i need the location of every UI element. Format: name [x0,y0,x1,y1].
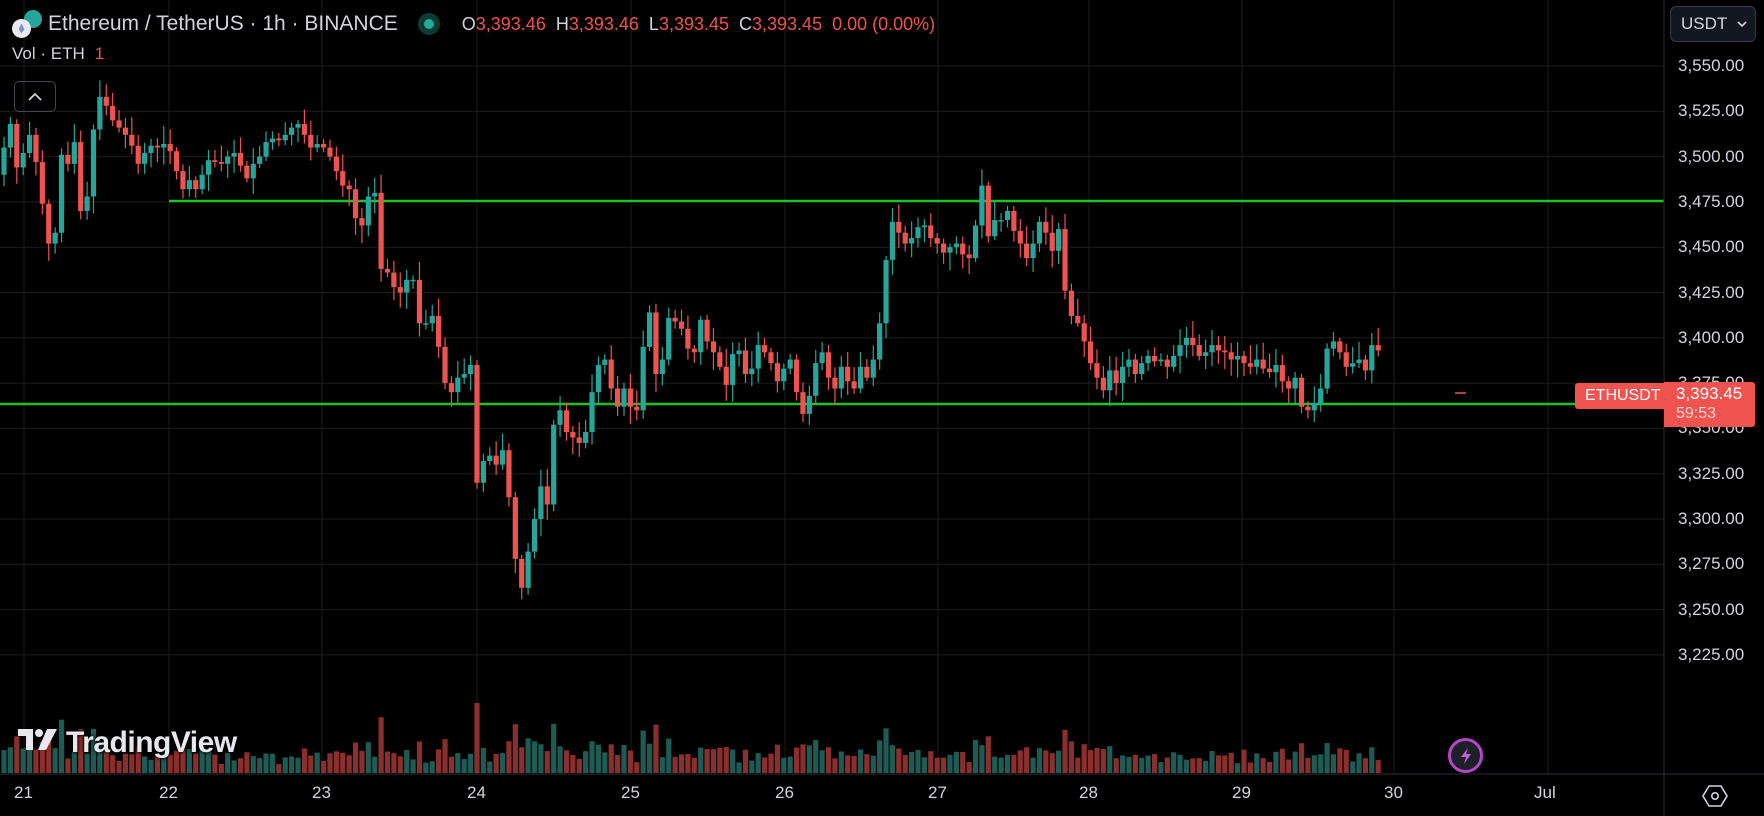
date-tick-label: 28 [1079,783,1098,802]
price-tick-label: 3,525.00 [1678,101,1745,121]
lightning-button[interactable] [1448,738,1483,773]
tradingview-logo-text: TradingView [66,726,237,759]
lightning-icon [1460,747,1471,764]
price-tick-label: 3,500.00 [1678,146,1745,166]
volume-value: 1 [94,44,105,63]
price-tick-label: 3,425.00 [1678,282,1745,302]
grid-lines [0,0,1664,774]
currency-value: USDT [1681,14,1728,33]
high-value: 3,393.46 [568,13,639,34]
chevron-down-icon [1737,21,1747,27]
last-price-label: 3,393.45 59:53 [1664,382,1755,427]
price-tick-label: 3,475.00 [1678,191,1745,211]
price-tick-label: 3,300.00 [1678,509,1745,528]
close-value: 3,393.45 [752,13,823,34]
horizontal-level-lines[interactable] [0,199,1664,406]
high-key: H [555,13,569,34]
date-tick-label: 22 [159,783,178,802]
date-tick-label: Jul [1534,783,1556,802]
date-tick-label: 29 [1232,783,1251,802]
collapse-legend-button[interactable] [14,81,56,112]
volume-label: Vol · ETH [12,44,85,63]
chart-legend: Ethereum / TetherUS · 1h · BINANCE O3,39… [12,10,935,38]
date-tick-label: 24 [467,783,486,802]
date-tick-label: 23 [312,783,331,802]
chevron-up-icon [28,92,42,101]
price-candles [1,80,1381,600]
market-open-dot-icon[interactable] [417,13,440,35]
volume-legend[interactable]: Vol · ETH 1 [12,44,104,64]
price-tick-label: 3,550.00 [1678,56,1745,75]
chart-settings-button[interactable] [1702,784,1728,808]
low-value: 3,393.45 [658,13,730,34]
date-tick-label: 25 [621,783,640,802]
price-tick-label: 3,250.00 [1678,599,1745,619]
price-tick-label: 3,450.00 [1678,237,1745,257]
bar-countdown: 59:53 [1676,405,1717,422]
open-value: 3,393.46 [475,13,546,34]
date-tick-label: 26 [775,783,794,802]
tradingview-logo-icon [16,726,60,760]
last-price-value: 3,393.45 [1676,384,1743,403]
volume-bars [1,703,1381,773]
tradingview-logo[interactable]: TradingView [16,726,237,760]
date-tick-label: 21 [14,783,33,802]
currency-select[interactable]: USDT [1670,6,1756,42]
price-tick-label: 3,225.00 [1678,644,1745,664]
change-value: 0.00 (0.00%) [832,13,936,34]
settings-hexagon-icon [1702,785,1728,807]
low-key: L [648,13,659,34]
close-key: C [739,13,753,34]
ethereum-icon [12,19,31,38]
symbol-title[interactable]: Ethereum / TetherUS · 1h · BINANCE [48,12,398,35]
date-tick-label: 27 [928,783,947,802]
price-tick-label: 3,325.00 [1678,463,1745,483]
date-tick-label: 30 [1384,783,1403,802]
price-tick-label: 3,400.00 [1678,327,1745,347]
ohlc-values: O3,393.46 H3,393.46 L3,393.45 C3,393.45 … [462,14,935,35]
symbol-price-tag: ETHUSDT [1575,383,1671,409]
open-key: O [461,13,476,34]
symbol-icons [12,10,42,38]
price-tick-label: 3,275.00 [1678,554,1745,574]
